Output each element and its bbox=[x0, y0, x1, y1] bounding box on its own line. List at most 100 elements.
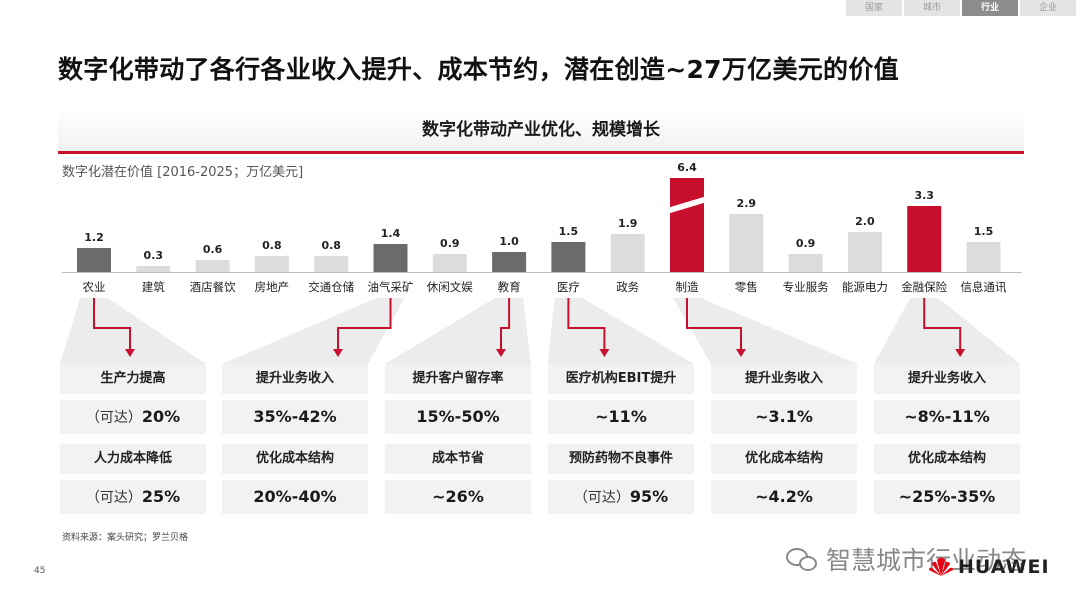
value-label-5: 1.4 bbox=[381, 227, 401, 240]
impact-panel-1: 提升业务收入 35%-42% 优化成本结构 20%-40% bbox=[222, 364, 368, 514]
page-title: 数字化带动了各行各业收入提升、成本节约，潜在创造~27万亿美元的价值 bbox=[58, 55, 899, 84]
huawei-petal-logo bbox=[929, 557, 953, 576]
impact-metric-number: ~4.2% bbox=[755, 487, 813, 506]
value-label-15: 1.5 bbox=[974, 225, 994, 238]
value-label-8: 1.5 bbox=[559, 225, 579, 238]
top-nav: 国家 城市 行业 企业 bbox=[844, 0, 1076, 18]
connector-arrow-line-2 bbox=[500, 298, 511, 350]
impact-metric-label: 提升业务收入 bbox=[222, 364, 368, 394]
impact-metric-label: 医疗机构EBIT提升 bbox=[548, 364, 694, 394]
connector-funnel-0 bbox=[60, 298, 206, 364]
bar-11 bbox=[729, 214, 764, 272]
value-label-1: 0.3 bbox=[144, 249, 164, 262]
banner-text: 数字化带动产业优化、规模增长 bbox=[422, 120, 660, 140]
category-label-1: 建筑 bbox=[142, 280, 165, 294]
impact-metric-number: ~8%-11% bbox=[904, 407, 990, 426]
connector-arrow-line-3 bbox=[567, 298, 606, 350]
impact-metric-number: ~11% bbox=[595, 407, 647, 426]
connector-arrow-line-1 bbox=[337, 298, 392, 350]
impact-metric-value: ~8%-11% bbox=[874, 400, 1020, 434]
impact-metric-prefix: （可达） bbox=[85, 490, 142, 506]
impact-metric-value: ~26% bbox=[385, 480, 531, 514]
impact-metric-prefix: （可达） bbox=[573, 490, 630, 506]
impact-metric-label: 预防药物不良事件 bbox=[548, 444, 694, 474]
impact-metric-value: （可达）95% bbox=[548, 480, 694, 514]
impact-metric-number: 95% bbox=[629, 487, 669, 506]
impact-metric-label: 提升客户留存率 bbox=[385, 364, 531, 394]
value-label-4: 0.8 bbox=[321, 239, 341, 252]
tab-enterprise[interactable]: 企业 bbox=[1020, 0, 1076, 16]
bar-9 bbox=[610, 234, 645, 272]
impact-metric-label: 优化成本结构 bbox=[222, 444, 368, 474]
bar-6 bbox=[432, 254, 467, 272]
impact-metric-value: （可达）20% bbox=[60, 400, 206, 434]
bar-5 bbox=[373, 244, 408, 272]
tab-city[interactable]: 城市 bbox=[904, 0, 960, 16]
impact-panel-3: 医疗机构EBIT提升 ~11% 预防药物不良事件 （可达）95% bbox=[548, 364, 694, 514]
bar-4 bbox=[314, 256, 349, 272]
impact-metric-number: 15%-50% bbox=[416, 407, 500, 426]
impact-metric-value: ~11% bbox=[548, 400, 694, 434]
connector-funnel-1 bbox=[222, 298, 405, 364]
bar-7 bbox=[492, 252, 527, 272]
value-label-13: 2.0 bbox=[855, 215, 875, 228]
category-label-14: 金融保险 bbox=[901, 280, 947, 294]
tab-country[interactable]: 国家 bbox=[846, 0, 902, 16]
value-label-0: 1.2 bbox=[84, 231, 104, 244]
impact-panel-0: 生产力提高 （可达）20% 人力成本降低 （可达）25% bbox=[60, 364, 206, 514]
connector-funnel-3 bbox=[548, 298, 694, 364]
category-label-10: 制造 bbox=[676, 280, 699, 294]
bar-14 bbox=[907, 206, 942, 272]
value-label-10: 6.4 bbox=[677, 161, 697, 174]
category-label-11: 零售 bbox=[735, 280, 758, 294]
bar-3 bbox=[254, 256, 289, 272]
impact-metric-value: （可达）25% bbox=[60, 480, 206, 514]
value-label-9: 1.9 bbox=[618, 217, 638, 230]
impact-metric-number: 20% bbox=[141, 407, 181, 426]
impact-metric-number: 25% bbox=[141, 487, 181, 506]
bar-2 bbox=[195, 260, 230, 272]
section-banner: 数字化带动产业优化、规模增长 bbox=[58, 106, 1024, 154]
value-label-3: 0.8 bbox=[262, 239, 282, 252]
category-label-5: 油气采矿 bbox=[368, 280, 414, 294]
bar-1 bbox=[136, 266, 171, 272]
connector-arrow-line-0 bbox=[93, 298, 131, 350]
impact-metric-prefix: （可达） bbox=[85, 410, 142, 426]
impact-metric-value: ~4.2% bbox=[711, 480, 857, 514]
category-label-13: 能源电力 bbox=[842, 280, 888, 294]
impact-metric-value: 15%-50% bbox=[385, 400, 531, 434]
impact-metric-number: ~26% bbox=[432, 487, 484, 506]
chart-ylabel: 数字化潜在价值 [2016-2025；万亿美元] bbox=[62, 165, 304, 180]
connector-arrow-line-4 bbox=[686, 298, 742, 350]
impact-metric-value: ~3.1% bbox=[711, 400, 857, 434]
category-label-8: 医疗 bbox=[557, 280, 580, 294]
value-label-12: 0.9 bbox=[796, 237, 816, 250]
value-label-6: 0.9 bbox=[440, 237, 460, 250]
bar-0 bbox=[77, 248, 111, 272]
impact-metric-value: 35%-42% bbox=[222, 400, 368, 434]
connector-arrow-head-1 bbox=[333, 349, 343, 357]
impact-metric-number: 20%-40% bbox=[253, 487, 337, 506]
value-label-14: 3.3 bbox=[914, 189, 934, 202]
category-label-6: 休闲文娱 bbox=[427, 280, 473, 294]
wechat-icon bbox=[786, 548, 820, 571]
watermark-text: 智慧城市行业动态 bbox=[826, 546, 1027, 575]
watermark: 智慧城市行业动态 bbox=[786, 541, 1026, 577]
brand-name: HUAWEI bbox=[958, 556, 1050, 578]
category-label-2: 酒店餐饮 bbox=[190, 280, 236, 294]
impact-metric-label: 提升业务收入 bbox=[874, 364, 1020, 394]
category-label-0: 农业 bbox=[83, 280, 106, 294]
impact-metric-label: 人力成本降低 bbox=[60, 444, 206, 474]
tab-industry[interactable]: 行业 bbox=[962, 0, 1018, 16]
connector-arrow-line-5 bbox=[923, 298, 962, 350]
bar-10 bbox=[670, 178, 704, 272]
brand: HUAWEI bbox=[928, 556, 1050, 578]
impact-metric-number: 35%-42% bbox=[253, 407, 337, 426]
connector-funnel-5 bbox=[874, 298, 1020, 364]
axis-break-mark bbox=[667, 196, 707, 214]
impact-metric-label: 优化成本结构 bbox=[711, 444, 857, 474]
category-label-7: 教育 bbox=[498, 280, 521, 294]
category-label-15: 信息通讯 bbox=[961, 280, 1007, 294]
impact-panel-4: 提升业务收入 ~3.1% 优化成本结构 ~4.2% bbox=[711, 364, 857, 514]
